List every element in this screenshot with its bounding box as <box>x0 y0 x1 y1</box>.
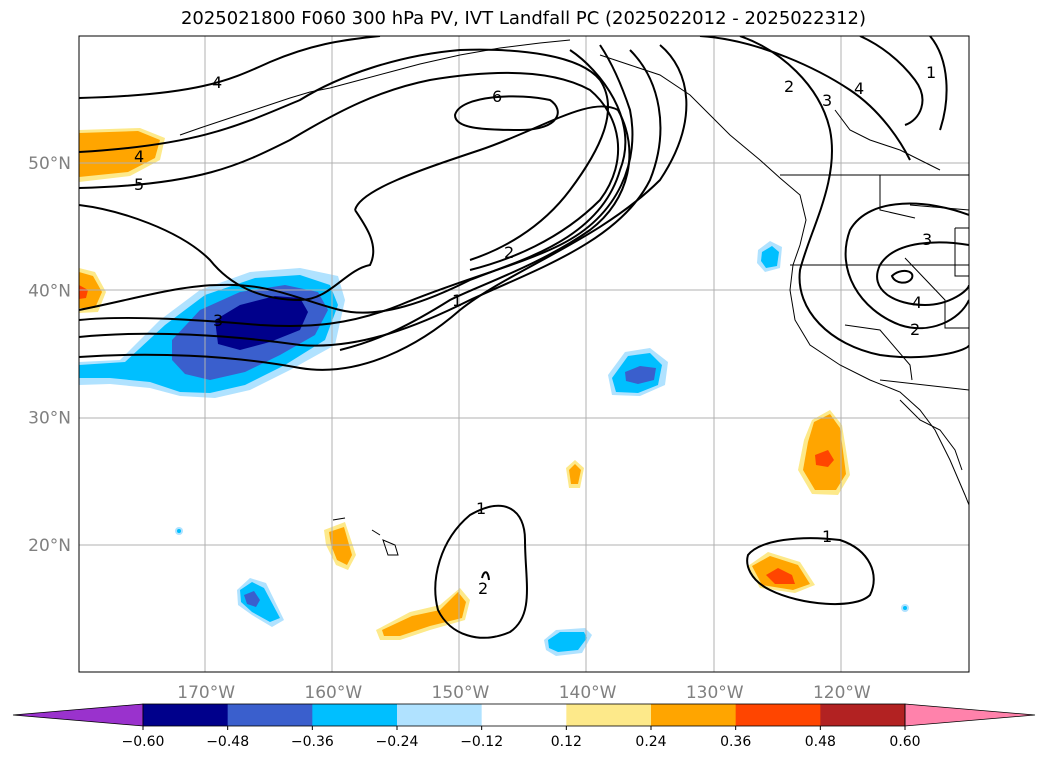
longitude-labels: 170°W 160°W 150°W 140°W 130°W 120°W <box>177 683 871 703</box>
svg-text:2: 2 <box>478 579 488 598</box>
lon-tick-label: 120°W <box>813 683 871 703</box>
svg-text:1: 1 <box>476 499 486 518</box>
colorbar-segment <box>397 704 483 726</box>
colorbar-segment <box>566 704 652 726</box>
svg-text:2: 2 <box>504 243 514 262</box>
shading-layer <box>79 128 909 656</box>
chart-title: 2025021800 F060 300 hPa PV, IVT Landfall… <box>180 8 867 29</box>
svg-text:1: 1 <box>926 63 936 82</box>
coastlines <box>179 39 969 556</box>
map-frame <box>78 35 970 673</box>
lon-tick-label: 150°W <box>432 683 490 703</box>
colorbar-segment <box>820 704 906 726</box>
colorbar-extend-min <box>12 703 144 727</box>
pv-contours <box>79 36 969 639</box>
colorbar-tick-label: −0.48 <box>206 734 249 750</box>
colorbar-segment <box>143 704 229 726</box>
colorbar-segment <box>651 704 737 726</box>
colorbar-tick-label: −0.60 <box>122 734 165 750</box>
svg-text:2: 2 <box>784 77 794 96</box>
lon-tick-label: 140°W <box>559 683 617 703</box>
svg-text:3: 3 <box>822 91 832 110</box>
lon-tick-label: 160°W <box>304 683 362 703</box>
colorbar-tick-label: 0.48 <box>805 734 836 750</box>
svg-text:4: 4 <box>212 73 222 92</box>
svg-text:4: 4 <box>912 293 922 312</box>
lat-tick-label: 50°N <box>28 154 71 174</box>
contour-labels: 4 4 5 6 2 1 3 1 2 1 2 3 4 1 3 4 2 <box>134 63 936 598</box>
lat-tick-label: 20°N <box>28 536 71 556</box>
colorbar-segment <box>227 704 313 726</box>
colorbar-frame <box>142 703 906 727</box>
colorbar-segment <box>481 704 567 726</box>
colorbar-tick-label: −0.24 <box>376 734 419 750</box>
lat-tick-label: 30°N <box>28 409 71 429</box>
svg-text:4: 4 <box>854 79 864 98</box>
gridlines <box>79 36 969 672</box>
svg-text:3: 3 <box>922 230 932 249</box>
latitude-labels: 20°N 30°N 40°N 50°N <box>28 154 71 556</box>
colorbar-tick-label: 0.24 <box>635 734 666 750</box>
colorbar-extend-max <box>904 703 1036 727</box>
colorbar-tick-label: −0.12 <box>460 734 503 750</box>
svg-text:1: 1 <box>452 291 462 310</box>
colorbar-tick-label: 0.60 <box>889 734 920 750</box>
lon-tick-label: 170°W <box>177 683 235 703</box>
map-area: 4 4 5 6 2 1 3 1 2 1 2 3 4 1 3 4 2 <box>79 36 969 672</box>
colorbar-segment <box>312 704 398 726</box>
svg-text:2: 2 <box>910 320 920 339</box>
lat-tick-label: 40°N <box>28 281 71 301</box>
lon-tick-label: 130°W <box>686 683 744 703</box>
colorbar-tick-label: −0.36 <box>291 734 334 750</box>
svg-text:4: 4 <box>134 147 144 166</box>
svg-text:6: 6 <box>492 87 502 106</box>
colorbar-tick-label: 0.36 <box>720 734 751 750</box>
colorbar: −0.60 −0.48 −0.36 −0.24 −0.12 0.12 0.24 0.36 0.4… <box>12 703 1036 750</box>
svg-text:5: 5 <box>134 175 144 194</box>
svg-text:1: 1 <box>822 527 832 546</box>
colorbar-segment <box>735 704 821 726</box>
colorbar-tick-label: 0.12 <box>551 734 582 750</box>
svg-text:3: 3 <box>213 311 223 330</box>
